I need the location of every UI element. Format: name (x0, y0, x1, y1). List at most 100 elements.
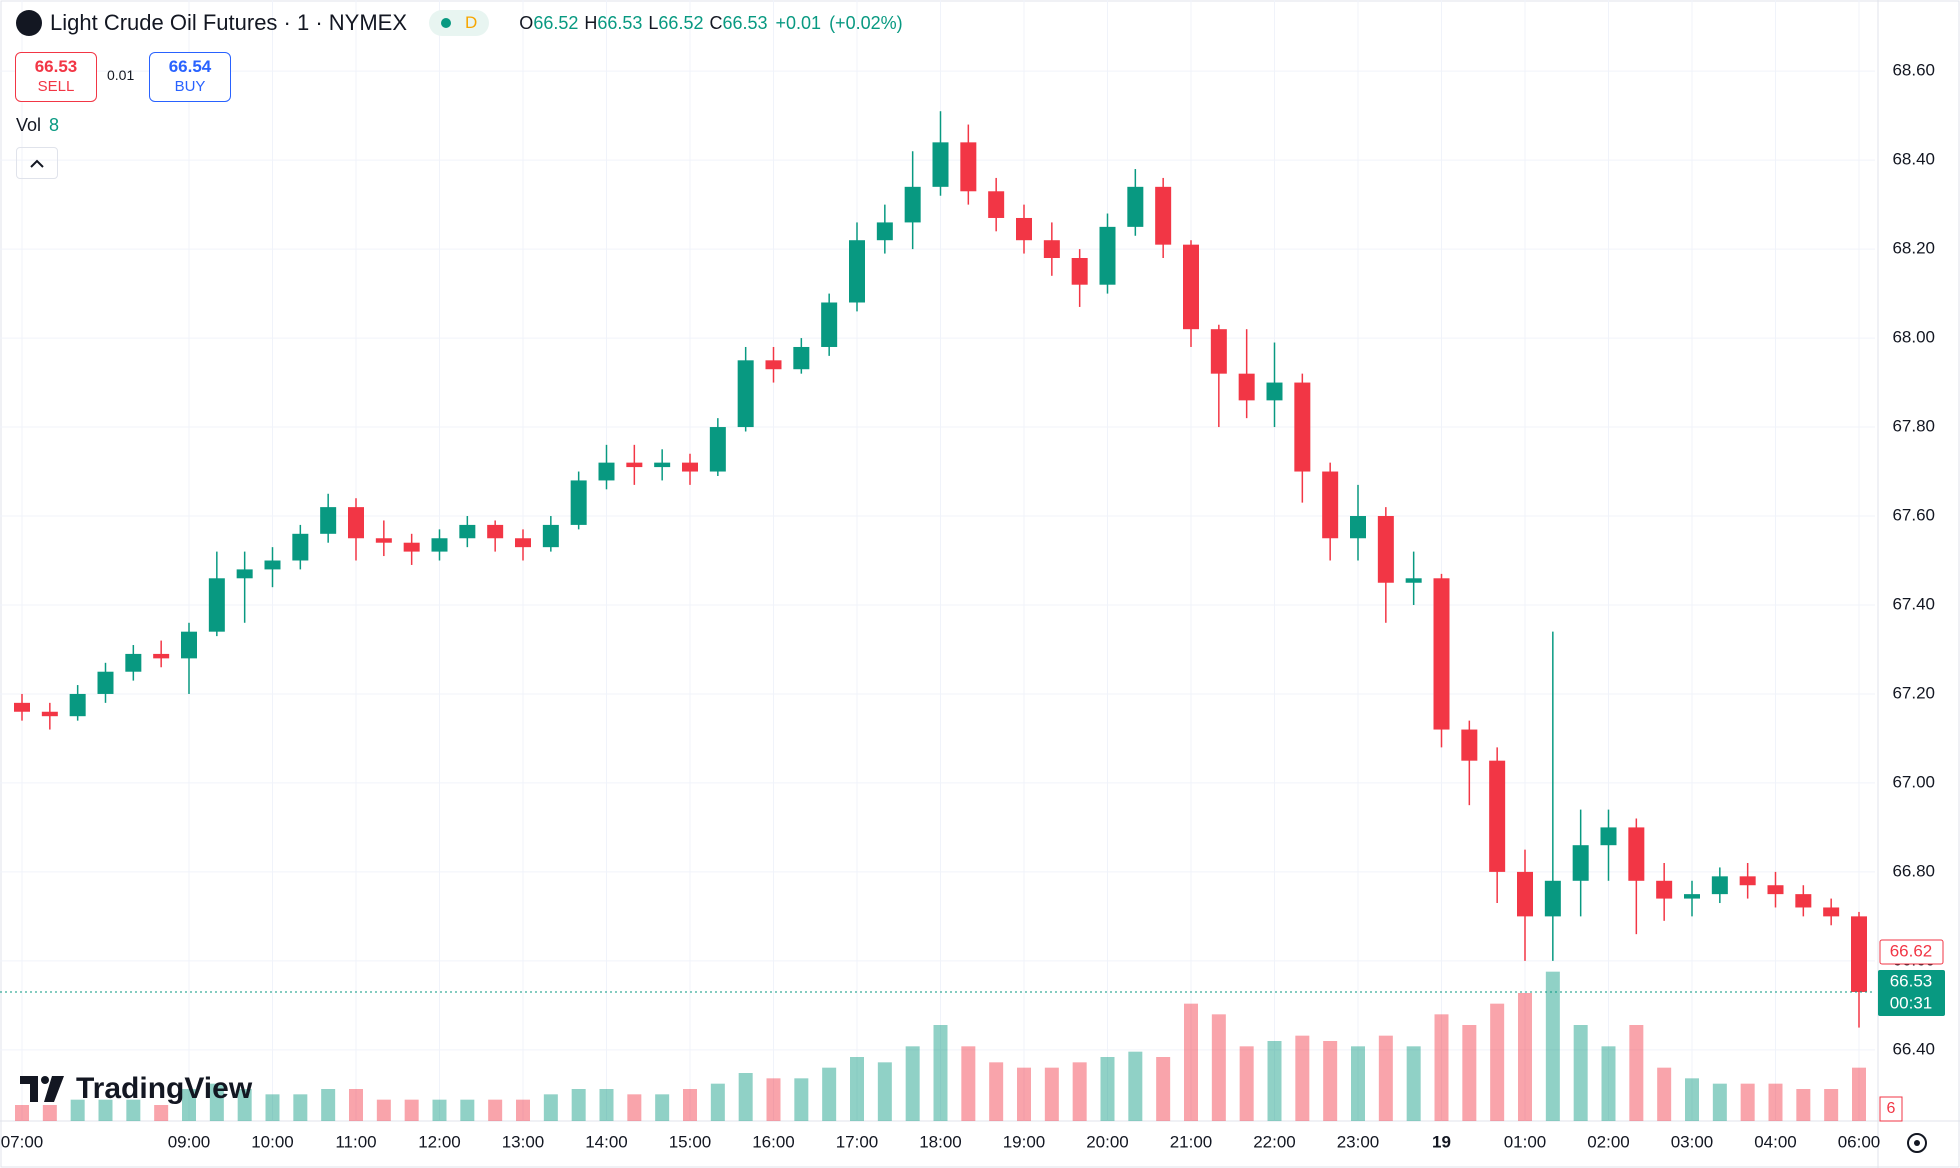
volume-bar (1740, 1083, 1755, 1121)
candle-body (1238, 373, 1255, 401)
volume-bar (209, 1083, 224, 1121)
candle-body (1628, 827, 1645, 881)
chevron-icon (30, 159, 44, 168)
volume-bar (1601, 1046, 1616, 1121)
candle-body (431, 538, 448, 552)
candle-body (1795, 894, 1812, 908)
candle-body (1016, 217, 1032, 241)
candle-body (264, 560, 281, 570)
sell-button[interactable]: 66.53 SELL (15, 52, 97, 102)
candle-body (1656, 880, 1673, 899)
y-tick-label: 67.80 (1892, 417, 1935, 436)
ohlc-value: 66.52 (658, 12, 704, 33)
volume-bar (1295, 1035, 1310, 1121)
ohlc-key: L (648, 12, 659, 33)
x-tick-label: 21:00 (1170, 1132, 1213, 1151)
spread: 0.01 (107, 67, 135, 83)
x-tick-label: 01:00 (1504, 1132, 1547, 1151)
volume-bar (516, 1099, 530, 1121)
ohlc-key: H (584, 12, 598, 33)
session-badge: D (429, 10, 490, 36)
volume-bar (1100, 1057, 1115, 1121)
volume-bar (1712, 1083, 1727, 1121)
x-tick-label: 06:00 (1838, 1132, 1881, 1151)
x-tick-label: 11:00 (335, 1132, 376, 1151)
candle-body (765, 360, 782, 370)
candle-body (236, 569, 253, 579)
candle-body (1433, 578, 1450, 730)
candle-body (682, 462, 698, 472)
y-tick-label: 67.00 (1892, 772, 1935, 791)
candle-body (208, 578, 225, 632)
x-tick-label: 16:00 (752, 1132, 795, 1151)
buy-label: BUY (174, 78, 206, 95)
candle-body (1405, 578, 1422, 583)
marker-price-tag (1879, 939, 1944, 965)
x-tick-label: 14:00 (585, 1132, 628, 1151)
volume-bar (376, 1099, 391, 1121)
volume-bar (1852, 1067, 1866, 1121)
candle-body (1155, 186, 1172, 245)
candle-body (1210, 329, 1227, 374)
ohlc-value: 66.53 (722, 12, 768, 33)
volume-bar (571, 1089, 586, 1121)
y-tick-label: 67.40 (1892, 594, 1935, 613)
candle-body (125, 653, 142, 672)
candle-body (1071, 258, 1088, 285)
collapse-button[interactable] (16, 147, 58, 179)
volume-bar (404, 1099, 419, 1121)
chart-title: Light Crude Oil Futures · 1 · NYMEX (50, 10, 408, 35)
volume-bar (710, 1083, 725, 1121)
volume-bar (1267, 1041, 1282, 1121)
y-tick-label: 66.40 (1892, 1039, 1935, 1058)
candle-body (1294, 382, 1311, 472)
candle-body (41, 711, 58, 717)
candle-body (1322, 471, 1339, 539)
candle-body (97, 671, 114, 694)
candle-body (1823, 907, 1840, 917)
x-tick-label: 22:00 (1253, 1132, 1296, 1151)
volume-bar (1768, 1083, 1783, 1121)
x-tick-label: 18:00 (919, 1132, 962, 1151)
interval-badge: D (465, 13, 478, 32)
volume-bar (766, 1078, 781, 1121)
volume-bar (1685, 1078, 1699, 1121)
volume-bar (1462, 1025, 1477, 1121)
candle-body (1127, 186, 1144, 227)
volume-bar (126, 1099, 141, 1121)
candle-body (1461, 729, 1478, 761)
buy-button[interactable]: 66.54 BUY (149, 52, 231, 102)
candle-body (1600, 827, 1617, 846)
volume-bar (1796, 1089, 1811, 1121)
volume-bar (850, 1057, 864, 1121)
volume-bar (237, 1089, 252, 1121)
symbol-icon (16, 10, 42, 36)
volume-bar (1156, 1057, 1171, 1121)
x-tick-label: 10:00 (251, 1132, 294, 1151)
candle-body (1489, 760, 1506, 872)
volume-bar (1211, 1014, 1226, 1121)
candle-body (403, 542, 420, 552)
x-tick-label: 03:00 (1671, 1132, 1714, 1151)
volume-bar (933, 1025, 948, 1121)
buy-price: 66.54 (168, 57, 212, 76)
x-tick-label: 07:00 (1, 1132, 44, 1151)
candle-body (1572, 845, 1589, 881)
volume-bar (1573, 1025, 1588, 1121)
candle-body (1684, 894, 1700, 899)
x-tick-label: 20:00 (1086, 1132, 1129, 1151)
volume-bar (794, 1078, 809, 1121)
x-tick-label: 19 (1432, 1132, 1451, 1151)
candle-body (793, 346, 810, 370)
x-tick-label: 17:00 (836, 1132, 879, 1151)
volume-bar (42, 1105, 57, 1121)
volume-bar (1629, 1025, 1644, 1121)
ohlc-key: C (709, 12, 723, 33)
candle-body (1350, 516, 1366, 539)
candle-body (626, 462, 643, 468)
change: +0.01 (775, 12, 822, 33)
candle-body (988, 191, 1005, 218)
last-volume-label: 6 (1887, 1100, 1896, 1117)
candle-body (849, 240, 865, 303)
